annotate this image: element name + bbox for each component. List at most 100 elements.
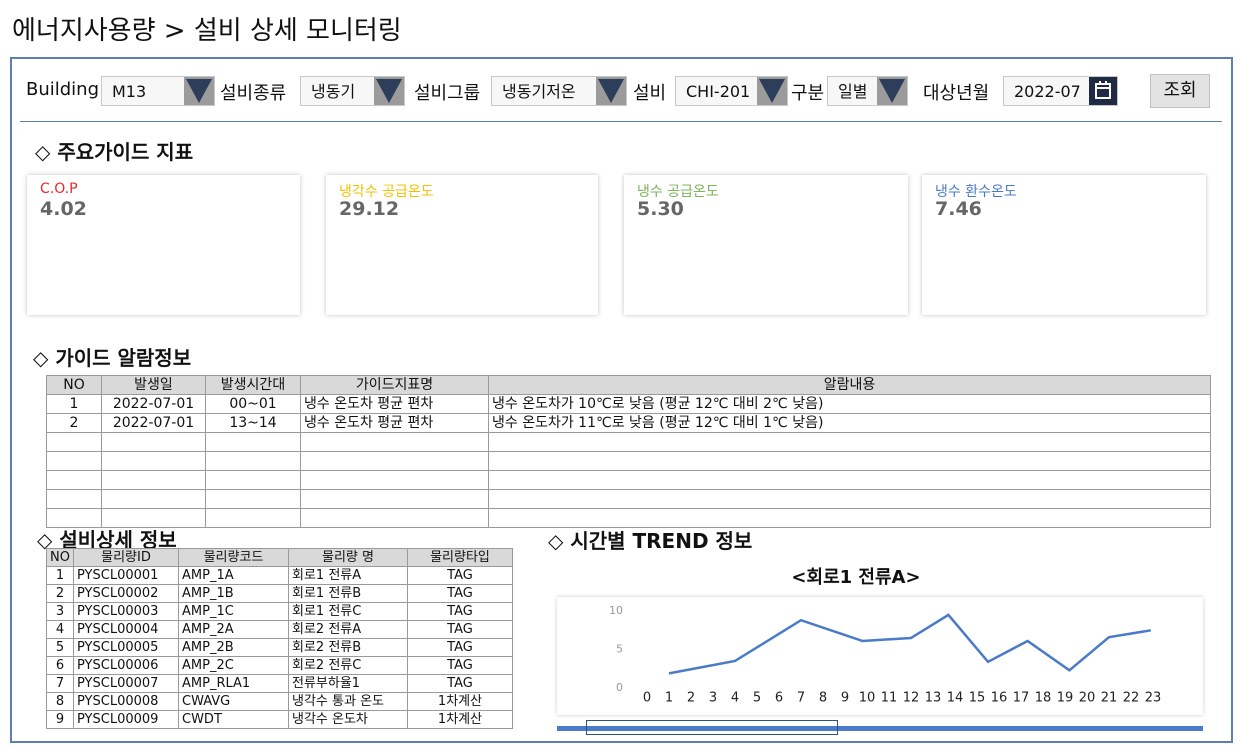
card-name: C.O.P: [40, 181, 78, 197]
filter-select[interactable]: 2022-07: [1003, 76, 1118, 106]
table-cell: TAG: [407, 566, 513, 585]
table-cell: [300, 470, 489, 490]
table-cell: [488, 489, 1211, 509]
dropdown-icon[interactable]: [877, 77, 907, 105]
table-cell: [46, 432, 102, 452]
card-value: 7.46: [935, 198, 982, 220]
empty-row: [46, 432, 1211, 452]
filter-label: 설비그룹: [414, 83, 481, 104]
card-value: 29.12: [339, 198, 400, 220]
card-name: 냉각수 공급온도: [339, 184, 434, 200]
table-cell: 회로2 전류C: [288, 656, 408, 675]
kpi-card: [624, 175, 908, 315]
table-row: 5 PYSCL00005 AMP_2B 회로2 전류B TAG: [46, 638, 513, 657]
table-cell: [488, 508, 1211, 528]
search-button[interactable]: 조회: [1150, 74, 1210, 108]
card-name: 냉수 공급온도: [637, 184, 719, 200]
table-cell: PYSCL00003: [73, 602, 179, 621]
table-cell: 2: [46, 413, 102, 433]
filter-select[interactable]: 일별: [827, 76, 908, 106]
table-cell: 8: [46, 692, 74, 711]
dropdown-icon[interactable]: [184, 77, 214, 105]
dropdown-icon[interactable]: [596, 77, 626, 105]
filter-label: 설비종류: [220, 83, 287, 104]
filter-select[interactable]: 냉동기저온: [491, 76, 627, 106]
table-cell: 7: [46, 674, 74, 693]
table-cell: [488, 432, 1211, 452]
table-cell: 5: [46, 638, 74, 657]
scrollbar[interactable]: [557, 726, 1203, 731]
table-cell: TAG: [407, 656, 513, 675]
header-row: NO 발생일 발생시간대 가이드지표명 알람내용: [46, 375, 1211, 395]
table-cell: 전류부하율1: [288, 674, 408, 693]
table-row: 1 PYSCL00001 AMP_1A 회로1 전류A TAG: [46, 566, 513, 585]
filter-select[interactable]: 냉동기: [300, 76, 405, 106]
dropdown-icon[interactable]: [757, 77, 787, 105]
section-title: ◇ 주요가이드 지표: [35, 140, 194, 164]
table-cell: PYSCL00004: [73, 620, 179, 639]
table-cell: [488, 470, 1211, 490]
table-cell: CWAVG: [178, 692, 289, 711]
table-cell: 냉수 온도차 평균 편차: [300, 413, 489, 433]
column-header: 발생시간대: [205, 375, 301, 395]
column-header: NO: [46, 548, 74, 567]
table-cell: 1차계산: [407, 692, 513, 711]
table-cell: AMP_1C: [178, 602, 289, 621]
table-row: 6 PYSCL00006 AMP_2C 회로2 전류C TAG: [46, 656, 513, 675]
table-cell: PYSCL00007: [73, 674, 179, 693]
table-row: 2 PYSCL00002 AMP_1B 회로1 전류B TAG: [46, 584, 513, 603]
table-row: 8 PYSCL00008 CWAVG 냉각수 통과 온도 1차계산: [46, 692, 513, 711]
table-cell: [205, 432, 301, 452]
data-table: NO 물리량ID 물리량코드 물리량 명 물리량타입 1 PYSCL00001 AMP_1A 회…: [46, 548, 513, 729]
triangle-glyph: [759, 79, 785, 103]
scrollbar-thumb[interactable]: [586, 720, 838, 735]
filter-select[interactable]: CHI-201: [675, 76, 788, 106]
data-table: NO 발생일 발생시간대 가이드지표명 알람내용 1 2022-07-01 00~01 냉수 온…: [46, 375, 1211, 528]
table-cell: 6: [46, 656, 74, 675]
table-cell: PYSCL00005: [73, 638, 179, 657]
table-cell: 회로2 전류A: [288, 620, 408, 639]
table-cell: 4: [46, 620, 74, 639]
table-cell: 2022-07-01: [101, 394, 206, 414]
filter-label: 대상년월: [923, 83, 990, 104]
table-row: 7 PYSCL00007 AMP_RLA1 전류부하율1 TAG: [46, 674, 513, 693]
dropdown-icon[interactable]: [374, 77, 404, 105]
table-cell: 13~14: [205, 413, 301, 433]
table-cell: [300, 432, 489, 452]
table-cell: [101, 508, 206, 528]
table-row: 3 PYSCL00003 AMP_1C 회로1 전류C TAG: [46, 602, 513, 621]
table-cell: PYSCL00008: [73, 692, 179, 711]
table-cell: [101, 470, 206, 490]
table-cell: TAG: [407, 602, 513, 621]
card-value: 5.30: [637, 198, 684, 220]
triangle-glyph: [186, 79, 212, 103]
main-panel: [10, 57, 1233, 743]
table-row: 9 PYSCL00009 CWDT 냉각수 온도차 1차계산: [46, 710, 513, 729]
table-cell: [205, 470, 301, 490]
calendar-icon[interactable]: [1089, 77, 1117, 105]
table-row: 2 2022-07-01 13~14 냉수 온도차 평균 편차 냉수 온도차가 11℃로…: [46, 413, 1211, 433]
separator: [20, 121, 1222, 122]
table-cell: 냉수 온도차 평균 편차: [300, 394, 489, 414]
table-cell: PYSCL00006: [73, 656, 179, 675]
column-header: 알람내용: [488, 375, 1211, 395]
table-cell: [101, 432, 206, 452]
table-cell: TAG: [407, 620, 513, 639]
empty-row: [46, 489, 1211, 509]
table-cell: 냉각수 온도차: [288, 710, 408, 729]
table-row: 4 PYSCL00004 AMP_2A 회로2 전류A TAG: [46, 620, 513, 639]
filter-select[interactable]: M13: [101, 76, 215, 106]
kpi-card: [326, 175, 598, 315]
table-cell: [300, 489, 489, 509]
card-value: 4.02: [40, 198, 87, 220]
table-cell: [101, 451, 206, 471]
table-cell: TAG: [407, 584, 513, 603]
page-title: 에너지사용량 > 설비 상세 모니터링: [12, 16, 402, 46]
table-cell: [300, 451, 489, 471]
kpi-card: [922, 175, 1206, 315]
filter-value: 냉동기: [311, 82, 356, 101]
table-cell: 3: [46, 602, 74, 621]
table-cell: PYSCL00009: [73, 710, 179, 729]
card-name: 냉수 환수온도: [935, 184, 1017, 200]
table-cell: TAG: [407, 638, 513, 657]
